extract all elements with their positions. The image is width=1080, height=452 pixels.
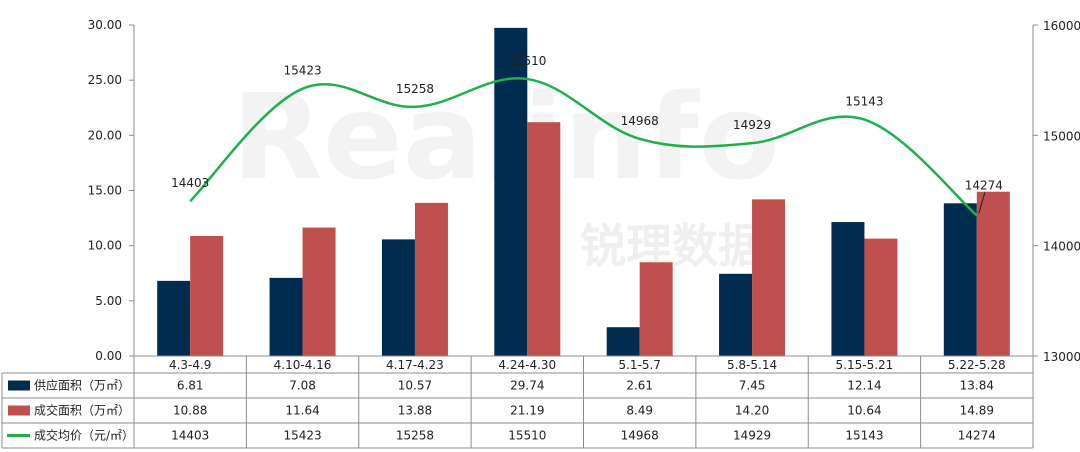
- table-cell: 14274: [958, 429, 996, 443]
- label-leader-line: [978, 192, 986, 214]
- legend-label: 供应面积（万㎡）: [34, 378, 130, 393]
- price-data-label: 14968: [621, 114, 659, 128]
- table-cell: 13.84: [960, 379, 994, 393]
- category-label: 4.24-4.30: [498, 358, 556, 372]
- bar: [752, 199, 786, 356]
- legend-swatch: [8, 380, 30, 391]
- y-left-tick-label: 5.00: [95, 294, 122, 308]
- table-cell: 7.08: [289, 379, 316, 393]
- table-cell: 15143: [845, 429, 883, 443]
- table-cell: 10.57: [398, 379, 432, 393]
- category-label: 4.17-4.23: [386, 358, 444, 372]
- price-data-label: 15510: [508, 54, 546, 68]
- bar: [831, 222, 865, 356]
- y-left-tick-label: 15.00: [88, 184, 122, 198]
- category-label: 5.1-5.7: [618, 358, 661, 372]
- category-label: 4.10-4.16: [274, 358, 332, 372]
- table-cell: 14403: [171, 429, 209, 443]
- table-cell: 7.45: [739, 379, 766, 393]
- bar: [639, 262, 673, 356]
- bar: [494, 27, 528, 357]
- table-cell: 12.14: [847, 379, 881, 393]
- bar: [606, 327, 640, 356]
- bar: [976, 191, 1010, 356]
- bar: [302, 227, 336, 356]
- table-cell: 13.88: [398, 404, 432, 418]
- table-cell: 15423: [283, 429, 321, 443]
- y-right-tick-label: 16000: [1043, 19, 1080, 33]
- data-labels: 14403 15423 15258 15510 14968 14929 15143 14274: [171, 54, 1003, 214]
- table-cell: 2.61: [626, 379, 653, 393]
- price-data-label: 15258: [396, 82, 434, 96]
- price-data-label: 14929: [733, 118, 771, 132]
- category-label: 5.8-5.14: [727, 358, 777, 372]
- y-left-tick-label: 10.00: [88, 239, 122, 253]
- y-right-tick-label: 13000: [1043, 350, 1080, 364]
- table-cell: 10.64: [847, 404, 881, 418]
- y-left-tick-label: 20.00: [88, 128, 122, 142]
- price-series-line: [189, 77, 978, 217]
- bar: [157, 280, 191, 356]
- price-data-label: 15143: [845, 95, 883, 109]
- category-label: 5.22-5.28: [948, 358, 1006, 372]
- table-cell: 6.81: [177, 379, 204, 393]
- bar: [527, 122, 561, 356]
- price-line: [189, 77, 978, 217]
- table-cell: 8.49: [626, 404, 653, 418]
- legend-swatch: [8, 405, 30, 416]
- table-cell: 15510: [508, 429, 546, 443]
- bar: [864, 238, 898, 356]
- category-label: 4.3-4.9: [169, 358, 212, 372]
- bar: [190, 235, 224, 356]
- bar: [943, 203, 977, 356]
- table-cell: 14.20: [735, 404, 769, 418]
- y-left-tick-label: 25.00: [88, 73, 122, 87]
- bar: [414, 202, 448, 356]
- table-cell: 10.88: [173, 404, 207, 418]
- category-label: 5.15-5.21: [836, 358, 894, 372]
- table-cell: 15258: [396, 429, 434, 443]
- table-cell: 29.74: [510, 379, 544, 393]
- y-right-tick-label: 14000: [1043, 240, 1080, 254]
- data-table: 4.3-4.9 4.10-4.16 4.17-4.23 4.24-4.30 5.1-5.…: [1, 355, 1034, 449]
- y-right-tick-label: 15000: [1043, 129, 1080, 143]
- table-cell: 14968: [621, 429, 659, 443]
- legend-label: 成交均价（元/㎡）: [34, 428, 134, 443]
- y-left-tick-label: 0.00: [95, 349, 122, 363]
- table-cell: 11.64: [285, 404, 319, 418]
- bars: [157, 27, 1010, 357]
- axes: 0.00 5.00 10.00 15.00 20.00 25.00 30.00 13000 14…: [88, 18, 1080, 364]
- legend-label: 成交面积（万㎡）: [34, 403, 130, 418]
- y-left-tick-label: 30.00: [88, 18, 122, 32]
- table-cell: 14929: [733, 429, 771, 443]
- table-cell: 14.89: [960, 404, 994, 418]
- bar: [381, 239, 415, 356]
- bar: [719, 273, 753, 356]
- price-data-label: 14403: [171, 176, 209, 190]
- price-data-label: 14274: [965, 178, 1003, 192]
- price-data-label: 15423: [283, 64, 321, 78]
- bar: [269, 277, 303, 356]
- table-cell: 21.19: [510, 404, 544, 418]
